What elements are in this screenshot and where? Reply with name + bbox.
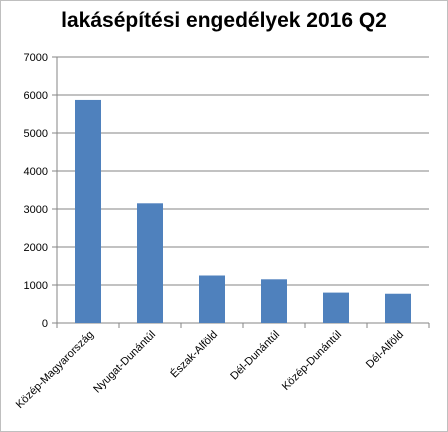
y-tick-label: 1000	[24, 280, 48, 292]
y-tick-label: 6000	[24, 90, 48, 102]
y-tick-label: 4000	[24, 166, 48, 178]
x-tick-label: Nyugat-Dunántúl	[91, 329, 158, 396]
y-tick-label: 2000	[24, 242, 48, 254]
bar-2	[137, 203, 163, 323]
bar-4	[261, 279, 287, 323]
x-tick-label: Közép-Magyarország	[14, 329, 96, 411]
y-tick-label: 3000	[24, 204, 48, 216]
chart-title: lakásépítési engedélyek 2016 Q2	[61, 9, 387, 32]
gridlines	[57, 56, 429, 286]
y-tick-label: 7000	[24, 52, 48, 64]
y-tick-label: 0	[42, 318, 48, 330]
y-tick-labels: 0 1000 2000 3000 4000 5000 6000 7000	[24, 52, 48, 330]
x-tick-label: Dél-Alföld	[364, 329, 406, 371]
bar-3	[199, 275, 225, 323]
bar-6	[385, 293, 411, 323]
x-tick-label: Dél-Dunántúl	[228, 329, 282, 383]
bar-5	[323, 292, 349, 323]
y-tick-label: 5000	[24, 128, 48, 140]
x-tick-label: Közép-Dunántúl	[280, 329, 344, 393]
axes	[52, 56, 430, 328]
bar-1	[75, 99, 101, 323]
x-tick-label: Észak-Alföld	[168, 328, 220, 380]
bars	[75, 99, 411, 323]
